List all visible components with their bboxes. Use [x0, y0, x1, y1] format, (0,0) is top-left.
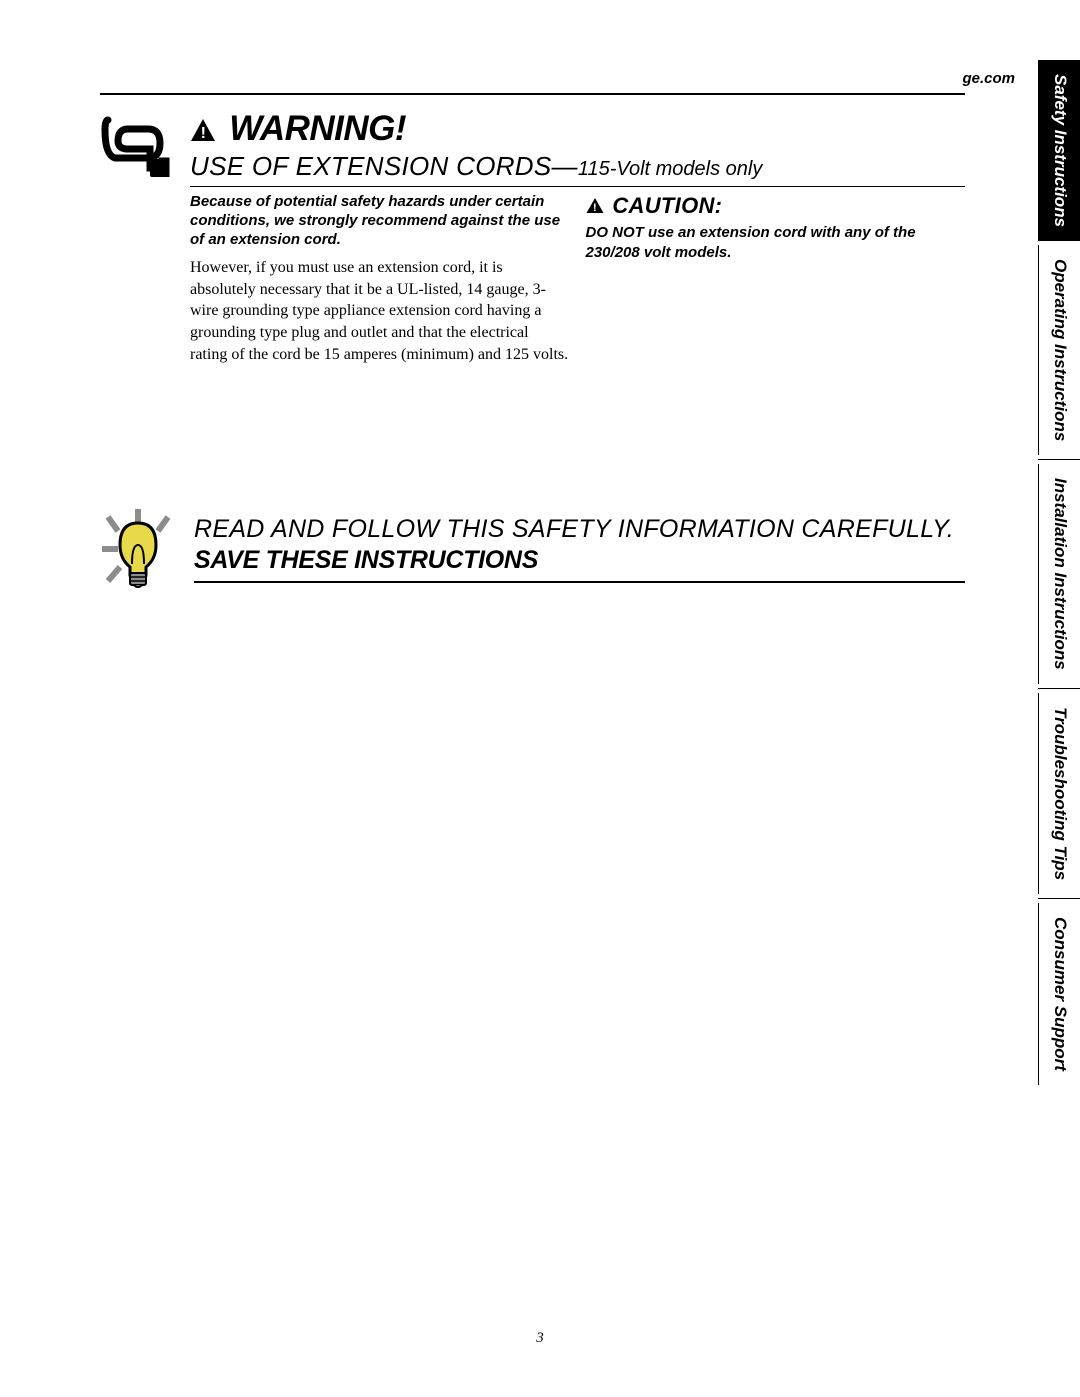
subtitle-main: USE OF EXTENSION CORDS—: [190, 151, 578, 182]
caution-triangle-icon: !: [586, 196, 610, 218]
tab-divider: [1038, 898, 1080, 899]
warning-body: However, if you must use an extension co…: [190, 257, 570, 365]
tab-safety-instructions[interactable]: Safety Instructions: [1038, 60, 1080, 241]
col-left: Because of potential safety hazards unde…: [190, 193, 570, 365]
website-label: ge.com: [962, 70, 1015, 87]
top-divider: [100, 93, 965, 95]
subtitle-row: USE OF EXTENSION CORDS—115-Volt models o…: [190, 151, 1025, 182]
page-number: 3: [536, 1330, 544, 1347]
lightbulb-icon: [100, 509, 176, 591]
safety-intro: Because of potential safety hazards unde…: [190, 193, 570, 249]
subtitle-divider: [190, 186, 965, 187]
tab-divider: [1038, 688, 1080, 689]
tab-divider: [1038, 459, 1080, 460]
warning-heading-text: WARNING!: [229, 109, 406, 148]
warning-section: ! WARNING! USE OF EXTENSION CORDS—115-Vo…: [100, 109, 1025, 365]
warning-content: ! WARNING! USE OF EXTENSION CORDS—115-Vo…: [190, 109, 1025, 365]
subtitle-suffix: 115-Volt models only: [578, 158, 763, 181]
idea-section: READ AND FOLLOW THIS SAFETY INFORMATION …: [100, 505, 1025, 591]
side-tabs: Safety Instructions Operating Instructio…: [1038, 60, 1080, 1085]
tab-consumer-support[interactable]: Consumer Support: [1038, 903, 1080, 1085]
tab-troubleshooting-tips[interactable]: Troubleshooting Tips: [1038, 693, 1080, 894]
tab-installation-instructions[interactable]: Installation Instructions: [1038, 464, 1080, 684]
page-container: ge.com ! WARNING! USE OF EXTENSI: [0, 0, 1080, 1397]
col-right: ! CAUTION: DO NOT use an extension cord …: [586, 193, 966, 365]
cord-icon: [100, 115, 172, 177]
idea-divider: [194, 581, 965, 583]
warning-triangle-icon: !: [190, 109, 225, 148]
header-row: ge.com: [100, 70, 1025, 87]
svg-text:!: !: [593, 202, 597, 214]
idea-subtitle: SAVE THESE INSTRUCTIONS: [194, 546, 1025, 575]
idea-content: READ AND FOLLOW THIS SAFETY INFORMATION …: [194, 505, 1025, 583]
svg-text:!: !: [201, 125, 206, 142]
two-col: Because of potential safety hazards unde…: [190, 193, 965, 365]
caution-heading: ! CAUTION:: [586, 193, 966, 219]
tab-operating-instructions[interactable]: Operating Instructions: [1038, 245, 1080, 455]
caution-body: DO NOT use an extension cord with any of…: [586, 223, 966, 262]
warning-heading: ! WARNING!: [190, 109, 1025, 149]
idea-title: READ AND FOLLOW THIS SAFETY INFORMATION …: [194, 515, 1025, 544]
caution-heading-text: CAUTION:: [612, 193, 722, 218]
